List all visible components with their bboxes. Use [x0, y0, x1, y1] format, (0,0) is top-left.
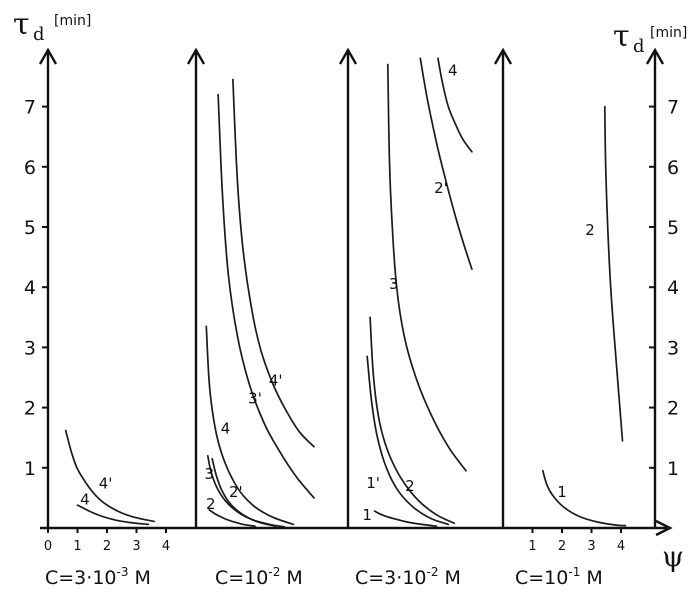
x-tick-label: 1 — [73, 539, 81, 554]
y-tick-label-right: 1 — [667, 458, 679, 480]
curve-label-panel-4: 2 — [585, 221, 595, 239]
y-tick-label-left: 5 — [24, 217, 36, 239]
right-y-axis-arrowhead — [645, 47, 665, 65]
y-tick-label-left: 3 — [24, 337, 36, 359]
curve-panel-1-4 — [76, 504, 150, 526]
curve-panel-2-3p — [217, 93, 315, 499]
x-tick-label: 3 — [132, 539, 140, 554]
y-tick-label-left: 1 — [24, 458, 36, 480]
y-tick-label-right: 7 — [667, 97, 679, 119]
curve-label-panel-2: 2 — [206, 495, 216, 513]
y-axis-unit-left: [min] — [54, 13, 91, 29]
y-axis-symbol-right: τ — [613, 19, 630, 54]
curve-label-panel-1: 4' — [99, 474, 113, 492]
curve-label-panel-2: 4 — [221, 420, 231, 438]
curve-label-panel-2: 3' — [248, 390, 262, 408]
curve-label-panel-3: 1 — [362, 506, 372, 524]
y-axis-unit-right: [min] — [650, 25, 687, 41]
panel-3-y-axis-arrowhead — [338, 47, 358, 65]
x-tick-label: 2 — [103, 539, 111, 554]
panel-1-y-axis-arrowhead — [38, 47, 58, 65]
x-tick-label: 1 — [528, 539, 536, 554]
y-tick-label-right: 5 — [667, 217, 679, 239]
x-tick-label: 4 — [162, 539, 170, 554]
curve-label-panel-3: 2' — [434, 179, 448, 197]
y-tick-label-right: 6 — [667, 157, 679, 179]
curve-panel-2-4 — [205, 325, 295, 526]
curve-panel-3-3 — [386, 63, 467, 472]
curve-panel-3-1p — [366, 355, 450, 526]
curve-label-panel-3: 1' — [366, 474, 380, 492]
x-tick-label: 0 — [44, 539, 52, 554]
curve-label-panel-2: 4' — [269, 372, 283, 390]
curve-label-panel-3: 3 — [389, 275, 399, 293]
panel-1-concentration-label: C=3·10-3 M — [45, 565, 151, 589]
y-tick-label-left: 7 — [24, 97, 36, 119]
y-tick-label-right: 3 — [667, 337, 679, 359]
panel-2-concentration-label: C=10-2 M — [215, 565, 303, 589]
curve-label-panel-2: 3 — [205, 465, 215, 483]
panel-3-concentration-label: C=3·10-2 M — [355, 565, 461, 589]
curve-panel-4-1 — [541, 469, 627, 527]
curve-panel-3-2 — [369, 316, 456, 525]
y-axis-subscript-left: d — [33, 24, 45, 45]
panel-4-concentration-label: C=10-1 M — [515, 565, 603, 589]
curve-label-panel-1: 4 — [80, 491, 90, 509]
curve-panel-2-2p — [206, 454, 286, 528]
y-axis-subscript-right: d — [633, 36, 645, 57]
x-tick-label: 2 — [558, 539, 566, 554]
y-tick-label-left: 6 — [24, 157, 36, 179]
panel-4-y-axis-arrowhead — [493, 47, 513, 65]
y-tick-label-left: 2 — [24, 398, 36, 420]
y-tick-label-left: 4 — [24, 277, 36, 299]
curve-label-panel-3: 2 — [405, 477, 415, 495]
curve-panel-3-4 — [437, 57, 473, 153]
curve-panel-2-4p — [232, 78, 315, 448]
curve-panel-1-4p — [64, 429, 156, 523]
x-tick-label: 3 — [587, 539, 595, 554]
curve-label-panel-4: 1 — [557, 483, 567, 501]
x-axis-arrowhead — [655, 519, 673, 537]
x-tick-label: 4 — [617, 539, 625, 554]
panel-2-y-axis-arrowhead — [186, 47, 206, 65]
curve-label-panel-2: 2' — [229, 483, 243, 501]
x-axis-symbol: ψ — [662, 540, 684, 573]
curve-label-panel-3: 4 — [448, 61, 458, 79]
curve-panel-4-2 — [603, 105, 624, 442]
y-tick-label-right: 4 — [667, 277, 679, 299]
y-axis-symbol-left: τ — [13, 7, 30, 42]
curve-panel-3-2p — [419, 57, 473, 270]
y-tick-label-right: 2 — [667, 398, 679, 420]
curve-panel-2-2 — [208, 509, 256, 528]
curve-panel-3-1 — [373, 510, 438, 528]
